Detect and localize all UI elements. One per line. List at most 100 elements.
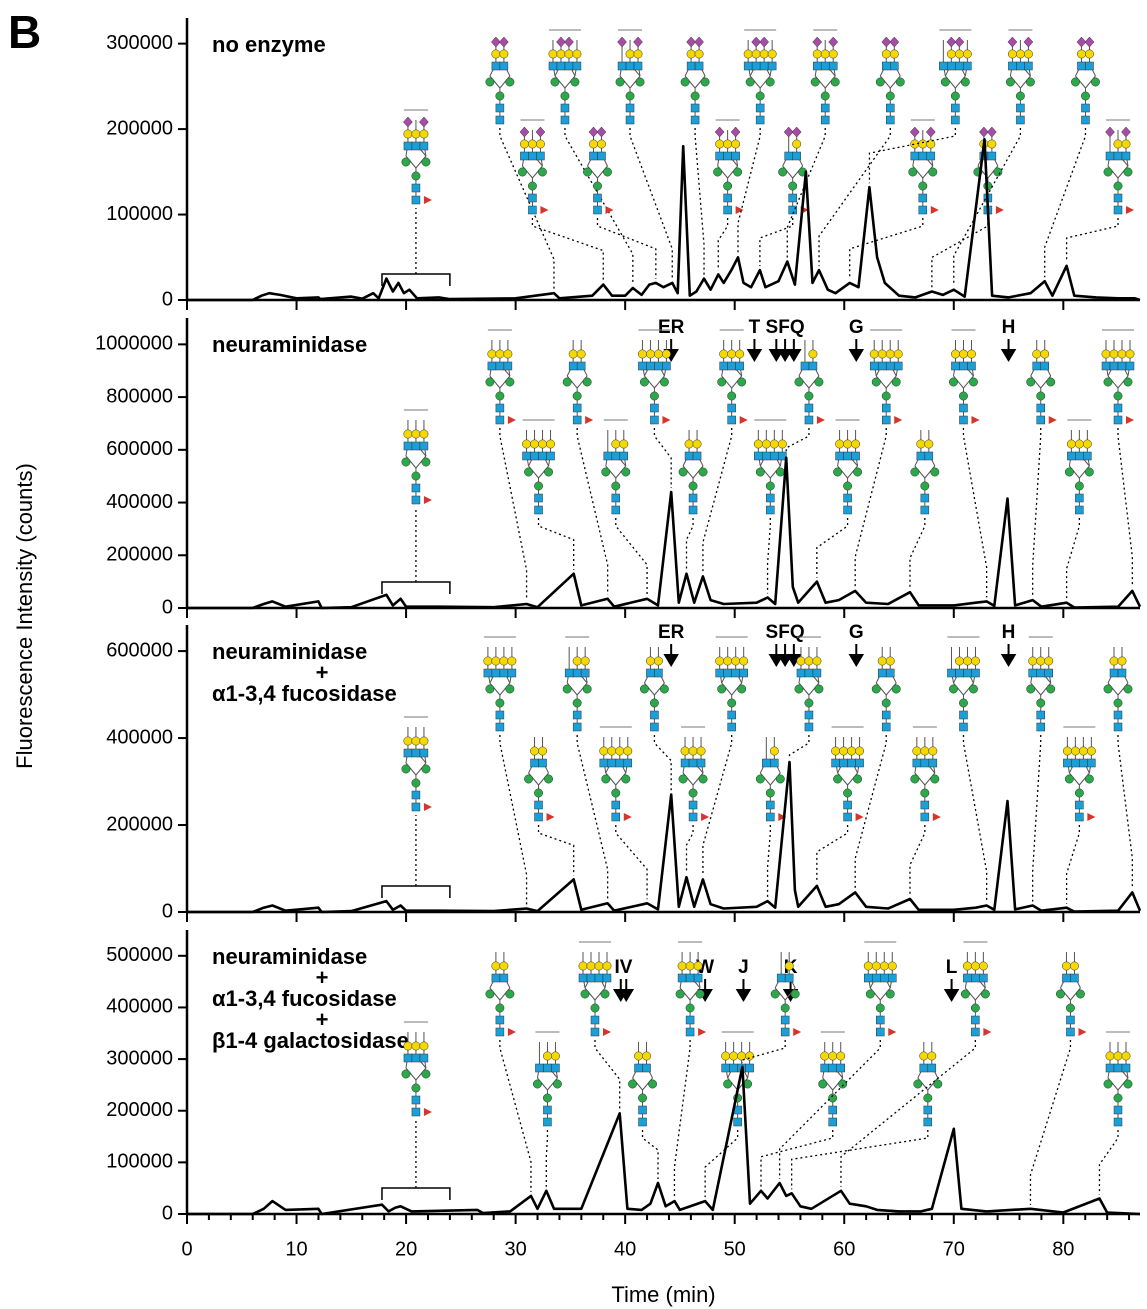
glycan-square [881,722,891,732]
leader-line [931,218,989,288]
leader-line [594,1040,621,1110]
glycan-circle [814,684,824,694]
glycan-circle [853,774,863,784]
glycan-square [727,722,736,732]
glycan-square [923,1105,933,1115]
glycan-circle [967,349,976,359]
glycan-icon [831,726,865,822]
glycan-circle [527,139,537,149]
y-tick-label: 100000 [106,1151,173,1173]
glycan-circle [959,391,968,401]
glycan-circle [582,377,592,387]
glycan-square [688,812,698,822]
glycan-icon [517,119,549,215]
glycan-square [1113,415,1123,425]
glycan-square [835,451,844,461]
glycan-circle [411,171,421,181]
glycan-circle [695,989,705,999]
glycan-square [733,1117,742,1127]
y-tick-label: 800000 [106,385,173,407]
glycan-square [947,61,956,71]
glycan-circle [877,656,887,666]
leader-line [499,128,555,290]
glycan-diamond [714,126,725,138]
glycan-icon [875,36,905,125]
glycan-square [939,61,948,71]
glycan-square [916,451,926,461]
glycan-square [411,748,421,758]
glycan-circle [542,1093,552,1103]
glycan-circle [910,774,920,784]
glycan-circle [755,467,765,477]
glycan-square [727,361,736,371]
glycan-circle [421,457,431,467]
glycan-circle [538,439,547,449]
glycan-square [882,61,891,71]
glycan-square [780,1015,790,1025]
glycan-square [625,115,635,125]
glycan-circle [572,391,582,401]
glycan-square [688,800,698,810]
glycan-circle [696,746,706,756]
glycan-circle [403,1041,413,1051]
trace [187,456,1142,610]
glycan-icon [1103,647,1133,732]
glycan-circle [503,349,513,359]
glycan-circle [421,764,431,774]
glycan-square [499,973,509,983]
glycan-icon [401,1021,432,1117]
leader-line [1117,735,1133,889]
glycan-square [881,710,891,720]
leader-line [1029,1040,1072,1205]
glycan-circle [913,1079,923,1089]
glycan-circle [1103,377,1113,387]
glycan-square [1121,151,1131,161]
glycan-circle [838,1079,848,1089]
leader-line [1065,825,1081,904]
glycan-circle [1084,774,1094,784]
glycan-icon [615,29,645,125]
glycan-circle [737,684,747,694]
glycan-square [751,61,761,71]
glycan-square [1105,1063,1115,1073]
glycan-circle [530,746,539,756]
glycan-icon [637,329,671,425]
glycan-circle [993,167,1003,177]
glycan-square [735,361,744,371]
leader-line [653,735,672,791]
glycan-square [694,61,704,71]
glycan-circle [836,1051,846,1061]
glycan-diamond [617,36,627,48]
leader-line [962,735,988,902]
glycan-circle [875,1003,885,1013]
glycan-square [1113,151,1123,161]
glycan-circle [491,49,501,59]
glycan-square [534,493,543,503]
glycan-circle [960,989,970,999]
glycan-square [1062,973,1071,983]
glycan-circle [820,91,830,101]
glycan-circle [1064,774,1074,784]
glycan-square [686,61,696,71]
glycan-diamond [791,126,802,138]
glycan-circle [645,349,655,359]
glycan-square [888,973,897,983]
glycan-circle [950,91,960,101]
glycan-circle [698,467,708,477]
glycan-circle [715,139,725,149]
glycan-circle [715,656,725,666]
glycan-circle [593,181,602,191]
glycan-circle [621,774,631,784]
glycan-circle [775,774,785,784]
glycan-circle [419,429,429,439]
glycan-square [1105,151,1115,161]
glycan-square [1117,668,1127,678]
glycan-square [586,973,596,983]
leader-line [766,518,771,594]
glycan-square [872,973,881,983]
glycan-circle [930,774,940,784]
glycan-square [1113,205,1123,215]
glycan-square [770,758,779,768]
trace [187,138,1141,302]
glycan-square [804,415,814,425]
